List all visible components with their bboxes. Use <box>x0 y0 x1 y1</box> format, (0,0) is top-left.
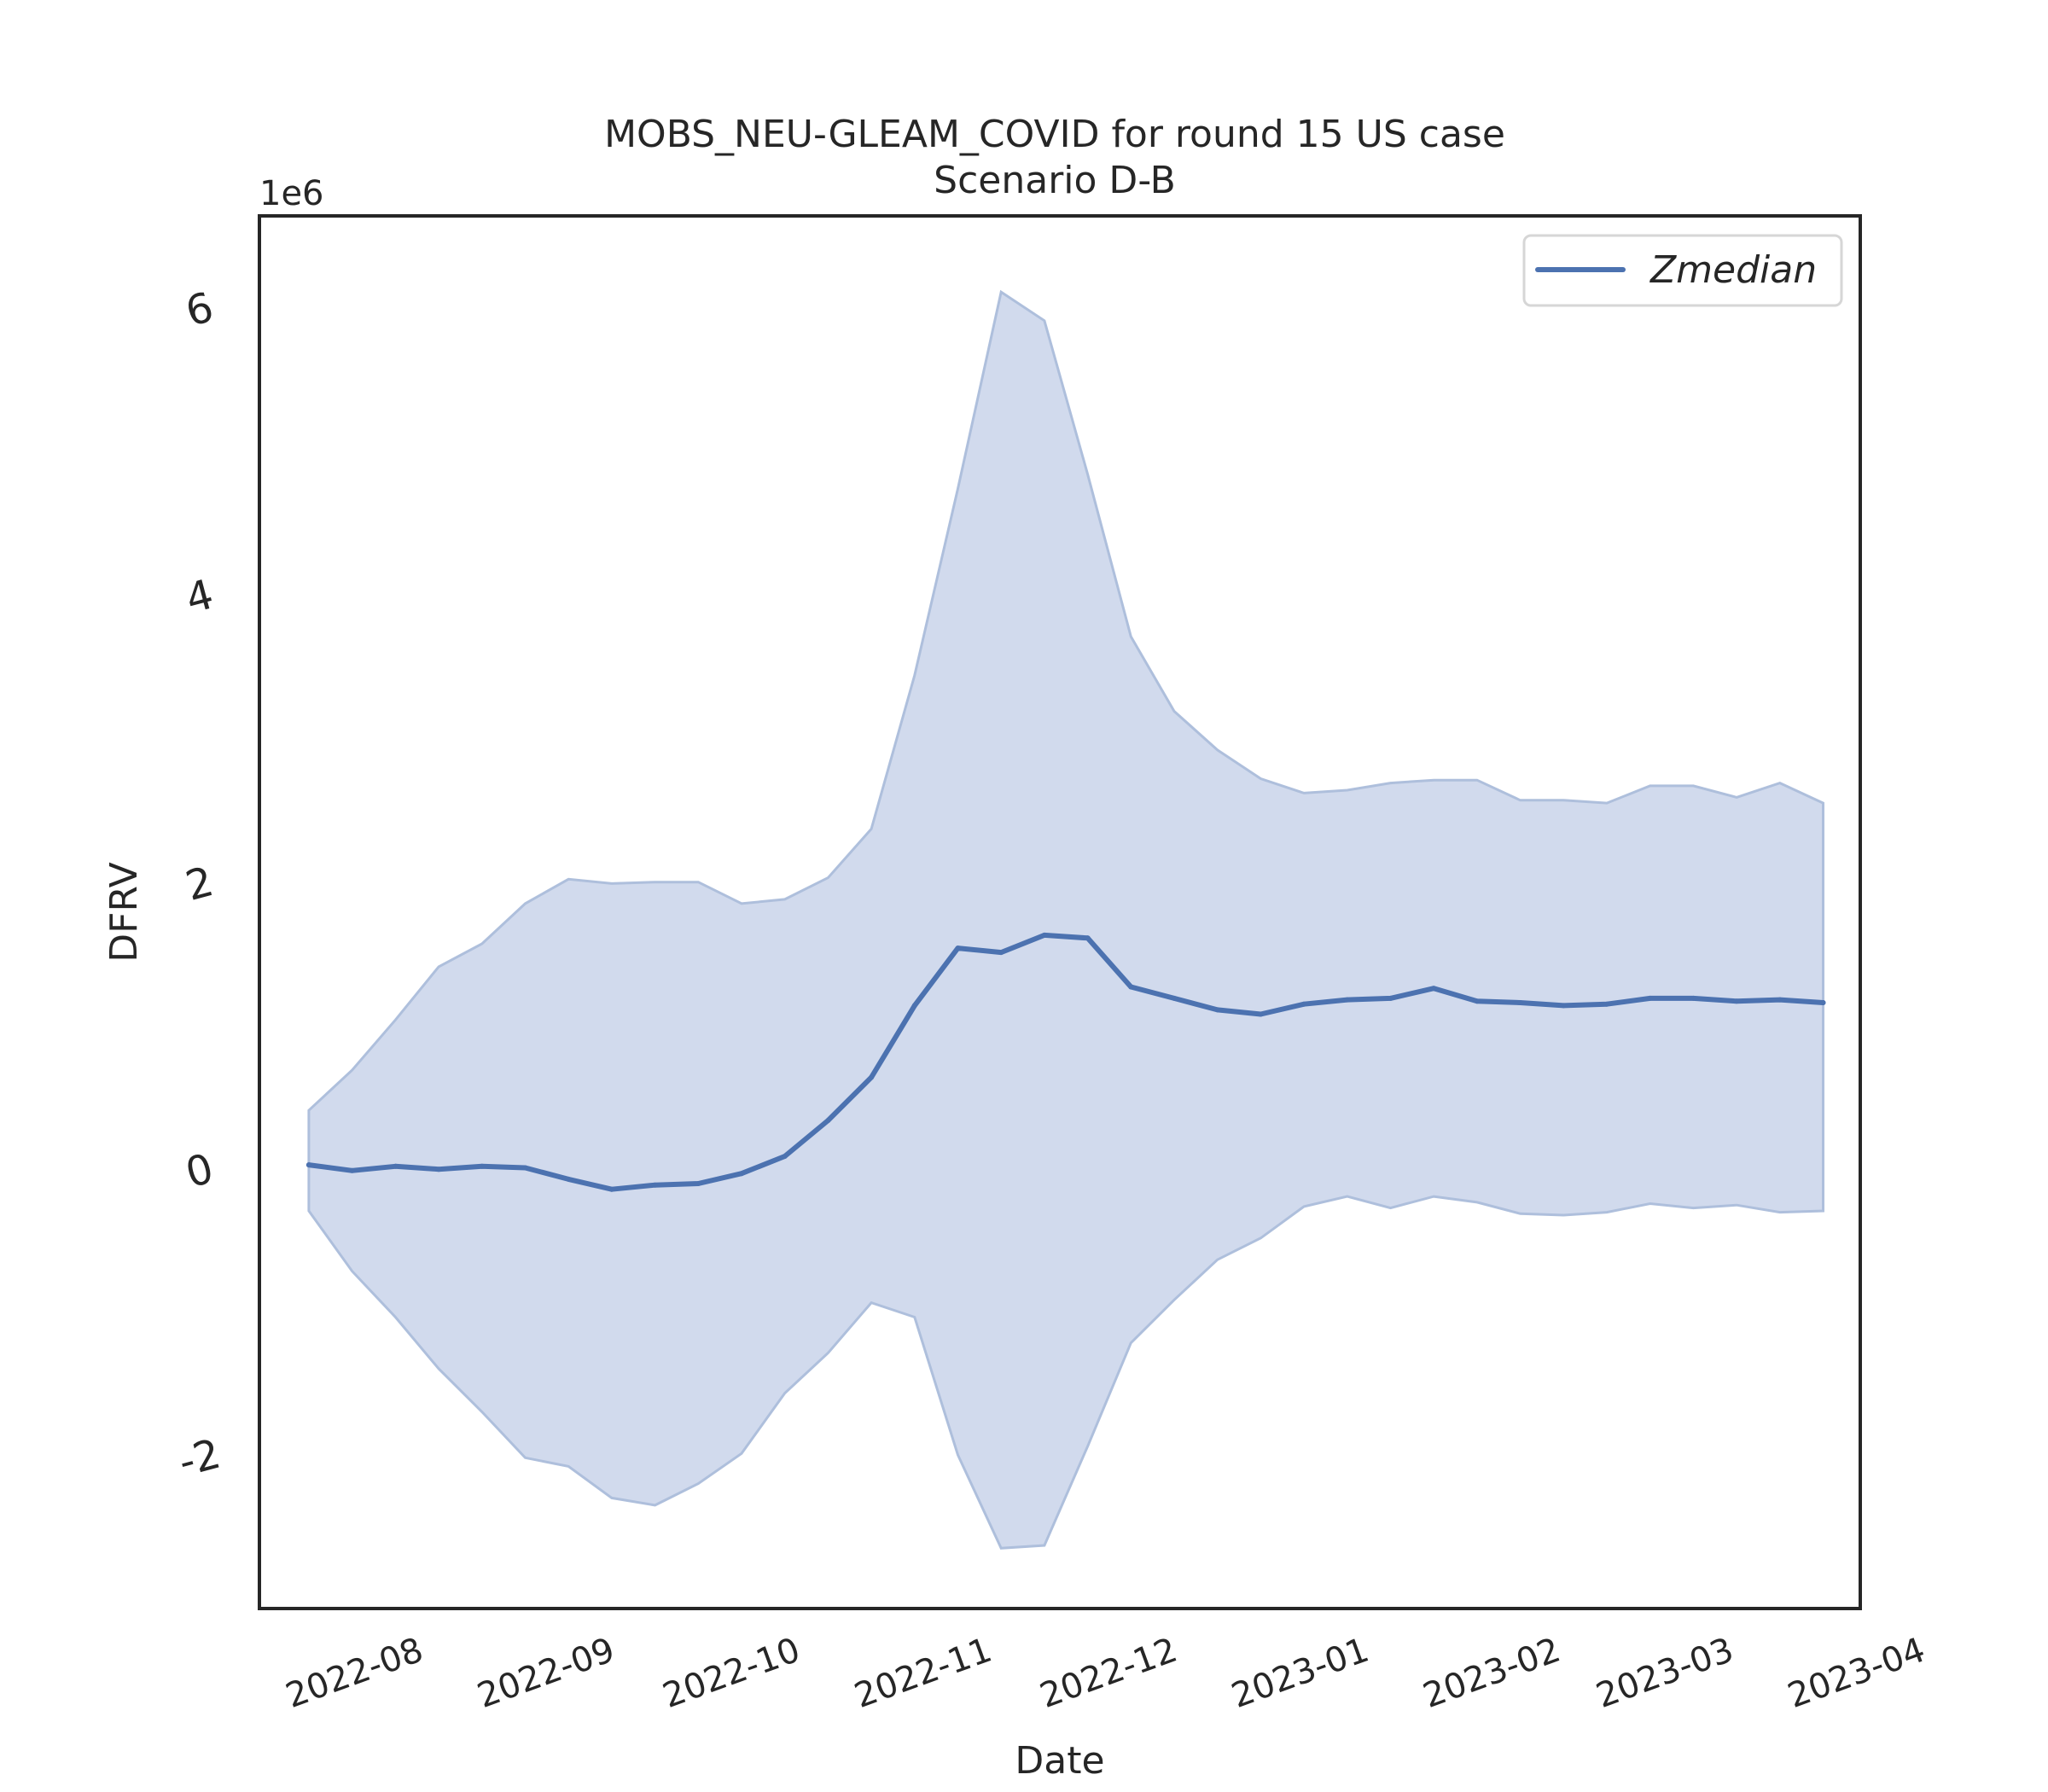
y-axis-label: DFRV <box>102 862 146 962</box>
series-line-zmedian <box>305 932 1826 1192</box>
data-point <box>1085 935 1091 941</box>
data-point <box>1172 995 1177 1001</box>
data-point <box>825 1118 831 1123</box>
data-point <box>436 1167 442 1172</box>
data-point <box>1604 1001 1609 1007</box>
data-point <box>869 1074 875 1080</box>
data-point <box>911 1003 917 1009</box>
data-point <box>608 1186 614 1192</box>
x-tick-label: 2023-04 <box>1783 1631 1930 1716</box>
y-tick-label: 6 <box>181 283 218 336</box>
y-tick-label: 4 <box>181 570 218 623</box>
legend-entry-label: Zmedian <box>1649 248 1817 292</box>
data-point <box>349 1167 355 1173</box>
x-axis-ticks: 2022-08 2022-09 2022-10 2022-11 2022-12 2023-… <box>281 1631 1930 1716</box>
x-axis-label: Date <box>1015 1739 1104 1783</box>
data-point <box>1431 986 1437 992</box>
data-point <box>522 1165 528 1171</box>
data-point <box>393 1163 399 1169</box>
data-point <box>305 1162 311 1168</box>
legend: Zmedian <box>1522 234 1843 307</box>
data-point <box>782 1154 788 1159</box>
data-point <box>566 1176 572 1182</box>
data-point <box>1041 932 1047 938</box>
data-point <box>1344 997 1350 1003</box>
uncertainty-band <box>307 289 1824 1550</box>
x-tick-label: 2022-09 <box>473 1631 620 1716</box>
data-point <box>955 945 961 951</box>
data-point <box>652 1182 658 1188</box>
y-tick-label: -2 <box>173 1430 225 1487</box>
plot-area <box>305 289 1826 1550</box>
data-point <box>998 950 1004 956</box>
chart-subtitle: Scenario D-B <box>934 159 1176 202</box>
data-point <box>1517 1000 1523 1005</box>
y-tick-label: 2 <box>181 858 218 911</box>
data-point <box>1388 995 1393 1001</box>
data-point <box>1474 998 1480 1004</box>
data-point <box>1258 1011 1264 1017</box>
x-tick-label: 2022-11 <box>849 1631 997 1716</box>
data-point <box>1734 998 1740 1004</box>
x-tick-label: 2023-02 <box>1418 1631 1566 1716</box>
x-tick-label: 2022-10 <box>658 1631 806 1716</box>
data-point <box>1647 995 1653 1001</box>
data-point <box>1561 1003 1567 1009</box>
data-point <box>1820 1000 1826 1005</box>
data-point <box>739 1171 744 1177</box>
data-point <box>1777 997 1783 1003</box>
legend-box <box>1522 234 1843 307</box>
data-point <box>1301 1001 1307 1007</box>
x-tick-label: 2022-12 <box>1035 1631 1183 1716</box>
data-point <box>479 1163 485 1169</box>
y-tick-label: 0 <box>181 1144 218 1197</box>
plot-frame <box>258 214 1862 1610</box>
x-tick-label: 2023-01 <box>1226 1631 1374 1716</box>
x-tick-label: 2022-08 <box>281 1631 428 1716</box>
data-point <box>1128 984 1134 990</box>
data-point <box>1690 995 1696 1001</box>
data-point <box>1214 1007 1220 1013</box>
y-axis-offset-label: 1e6 <box>259 174 324 213</box>
x-tick-label: 2023-03 <box>1591 1631 1739 1716</box>
data-point <box>695 1181 701 1186</box>
y-axis-ticks: -2 0 2 4 6 <box>173 283 225 1487</box>
chart-title: MOBS_NEU-GLEAM_COVID for round 15 US cas… <box>604 113 1505 156</box>
